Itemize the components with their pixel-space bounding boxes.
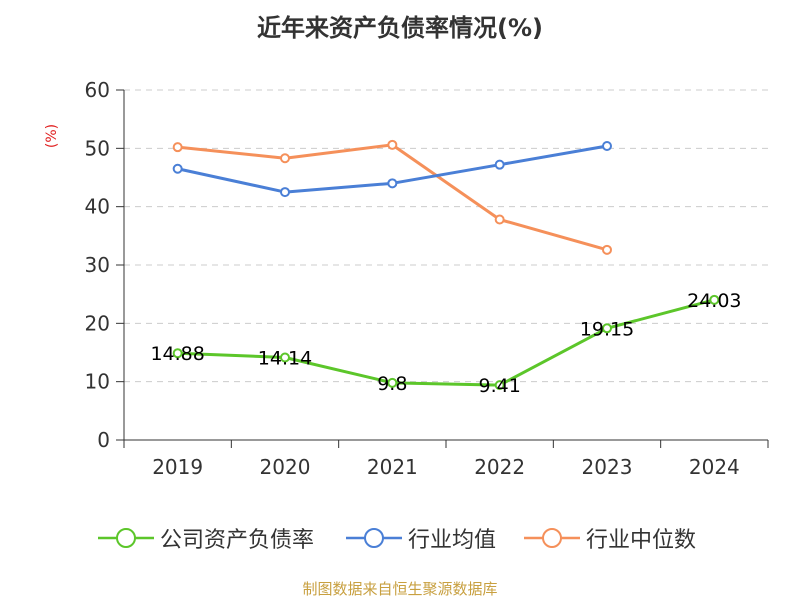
data-point [387,139,398,150]
data-label: 9.8 [377,373,407,395]
y-tick-label: 40 [85,195,110,219]
y-tick-label: 30 [85,253,110,277]
x-tick-label: 2023 [582,455,633,479]
x-tick-label: 2024 [689,455,740,479]
y-tick-label: 50 [85,136,110,160]
legend-label: 行业中位数 [586,528,697,553]
chart-title: 近年来资产负债率情况(%) [257,14,543,42]
data-point [494,214,505,225]
data-label: 14.14 [258,348,312,370]
data-point [280,153,290,164]
legend-label: 行业均值 [408,528,497,553]
data-label: 9.41 [479,375,521,397]
data-point [602,244,612,255]
data-point [172,163,183,174]
legend-label: 公司资产负债率 [160,528,315,553]
x-tick-label: 2022 [474,455,525,479]
data-point [387,178,398,189]
legend-item-industry-mean[interactable]: 行业均值 [346,520,496,556]
data-point [602,323,612,334]
series-line [177,298,715,387]
y-tick-label: 20 [85,311,110,335]
legend-line-icon [524,528,580,548]
data-point [602,141,612,151]
data-point [172,348,183,359]
legend-line-icon [98,528,154,548]
data-point [494,380,505,391]
series-line [177,143,608,252]
data-label: 14.88 [150,343,204,365]
y-tick-label: 60 [85,78,110,102]
y-tick-label: 10 [85,370,110,394]
legend-line-icon [346,528,402,548]
x-tick-label: 2020 [260,455,311,479]
y-tick-label: 0 [97,428,110,452]
legend-item-company[interactable]: 公司资产负债率 [98,520,314,556]
x-tick-label: 2021 [367,455,418,479]
data-point [280,187,290,198]
legend: 公司资产负债率 行业均值 行业中位数 [0,520,800,556]
data-point [387,377,398,388]
data-label: 19.15 [580,318,634,340]
data-point [494,159,505,170]
source-note: 制图数据来自恒生聚源数据库 [302,580,498,598]
data-label: 24.03 [687,290,741,312]
x-tick-label: 2019 [152,455,203,479]
legend-item-industry-median[interactable]: 行业中位数 [524,520,696,556]
data-point [172,142,183,153]
data-point [280,352,290,363]
data-point [709,294,720,305]
